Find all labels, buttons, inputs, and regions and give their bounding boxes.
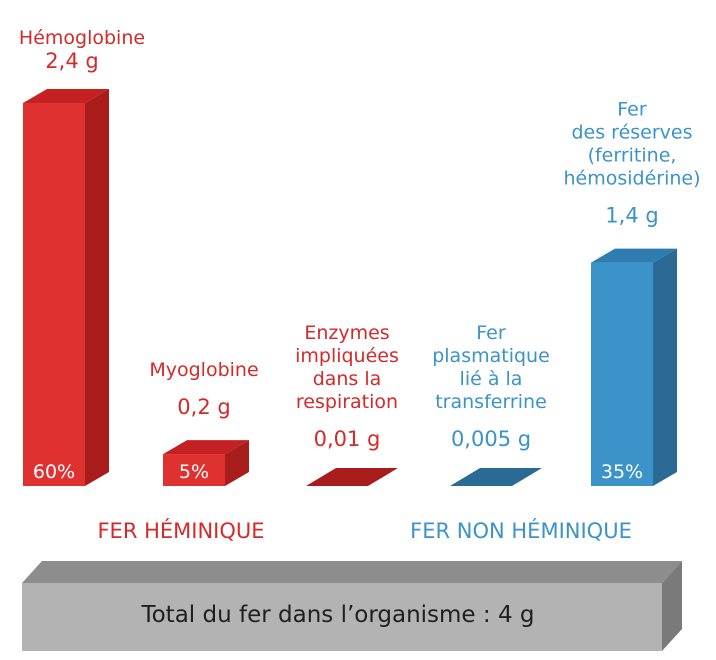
- category-label-line: respiration: [296, 391, 398, 413]
- base-top-face: [22, 561, 682, 583]
- bar-front-face: [23, 103, 85, 486]
- category-label-5: Fer des réserves (ferritine, hémosidérine): [563, 99, 700, 190]
- total-iron-label: Total du fer dans l’organisme : 4 g: [140, 602, 534, 628]
- bar-front-face: [591, 262, 653, 486]
- bar-top-face: [163, 440, 249, 455]
- category-label-line: plasmatique: [432, 345, 550, 367]
- bar-top-face: [591, 248, 677, 263]
- category-label-line: dans la: [313, 368, 382, 390]
- value-label-1: 2,4 g: [45, 49, 98, 73]
- category-label-4: Fer plasmatique lié à la transferrine: [432, 322, 550, 413]
- bar-side-face: [225, 440, 249, 486]
- category-label-line: Hémoglobine: [19, 27, 145, 49]
- base-front-face: [22, 583, 662, 651]
- category-label-line: Enzymes: [304, 322, 389, 344]
- category-label-line: transferrine: [435, 391, 547, 413]
- category-label-line: Myoglobine: [149, 359, 258, 381]
- group-label-nonheme: FER NON HÉMINIQUE: [410, 518, 632, 543]
- value-label-2: 0,2 g: [177, 395, 230, 419]
- percent-label-1: 60%: [33, 461, 75, 483]
- category-label-line: Fer: [617, 99, 647, 121]
- value-label-5: 1,4 g: [605, 204, 658, 228]
- bar-5: [591, 248, 677, 486]
- bar-1: [23, 89, 109, 486]
- total-base-slab: [22, 561, 682, 651]
- category-label-line: hémosidérine): [563, 168, 700, 190]
- bar-slab: [306, 468, 398, 486]
- group-label-heme: FER HÉMINIQUE: [97, 518, 264, 543]
- bar-3: [306, 468, 398, 486]
- bar-2: [163, 440, 249, 486]
- category-label-line: Fer: [476, 322, 506, 344]
- category-label-line: impliquées: [295, 345, 399, 367]
- value-label-4: 0,005 g: [451, 427, 531, 451]
- bar-side-face: [653, 248, 677, 486]
- bar-slab: [450, 468, 542, 486]
- bars-layer: [23, 89, 677, 486]
- percent-label-2: 5%: [179, 461, 209, 483]
- base-side-face: [662, 561, 682, 651]
- bar-side-face: [85, 89, 109, 486]
- category-label-line: lié à la: [460, 368, 523, 390]
- category-label-line: (ferritine,: [588, 145, 677, 167]
- value-label-3: 0,01 g: [314, 427, 381, 451]
- category-label-line: des réserves: [571, 122, 692, 144]
- bar-top-face: [23, 89, 109, 103]
- category-label-1: Hémoglobine: [19, 27, 145, 49]
- category-label-3: Enzymes impliquées dans la respiration: [295, 322, 399, 413]
- bar-front-face: [163, 454, 225, 486]
- category-label-2: Myoglobine: [149, 359, 258, 381]
- bar-4: [450, 468, 542, 486]
- percent-label-5: 35%: [601, 461, 643, 483]
